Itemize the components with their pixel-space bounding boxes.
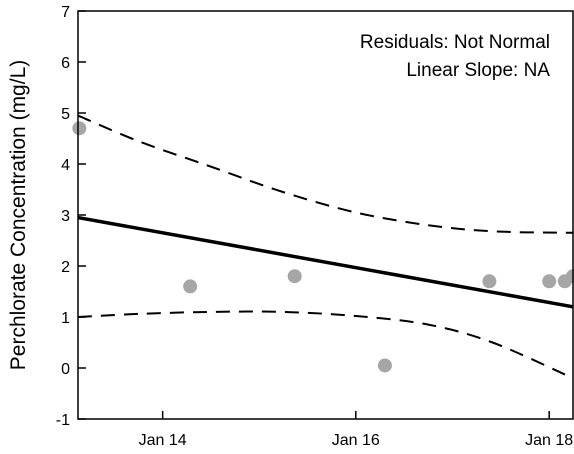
data-point <box>72 121 87 136</box>
data-point <box>377 358 392 373</box>
x-axis: Jan 14 Jan 16 Jan 18 <box>139 411 573 449</box>
annotation-slope: Linear Slope: NA <box>406 60 550 81</box>
lower-confidence-bound <box>77 310 574 380</box>
data-point <box>482 274 497 289</box>
x-tick-label: Jan 14 <box>139 432 187 449</box>
y-tick-label: 3 <box>61 208 70 225</box>
data-point <box>566 269 574 284</box>
y-tick-label: 2 <box>61 259 70 276</box>
y-tick-label: 0 <box>61 361 70 378</box>
y-axis: -1 0 1 2 3 4 5 6 7 <box>56 4 86 429</box>
trend-layer <box>77 215 574 309</box>
x-tick-label: Jan 16 <box>332 432 380 449</box>
annotation-residuals: Residuals: Not Normal <box>360 32 550 53</box>
upper-confidence-bound <box>77 114 574 234</box>
x-tick-label: Jan 18 <box>525 432 573 449</box>
y-tick-label: 4 <box>61 157 70 174</box>
point-layer <box>72 121 574 373</box>
y-tick-label: 1 <box>61 310 70 327</box>
data-point <box>542 274 557 289</box>
y-tick-label: -1 <box>56 412 70 429</box>
bound-layer <box>77 114 574 380</box>
data-point <box>287 269 302 284</box>
data-point <box>183 279 198 294</box>
y-tick-label: 5 <box>61 106 70 123</box>
y-tick-label: 6 <box>61 55 70 72</box>
y-axis-title: Perchlorate Concentration (mg/L) <box>7 60 30 370</box>
trend-line <box>77 215 574 309</box>
y-tick-label: 7 <box>61 4 70 21</box>
